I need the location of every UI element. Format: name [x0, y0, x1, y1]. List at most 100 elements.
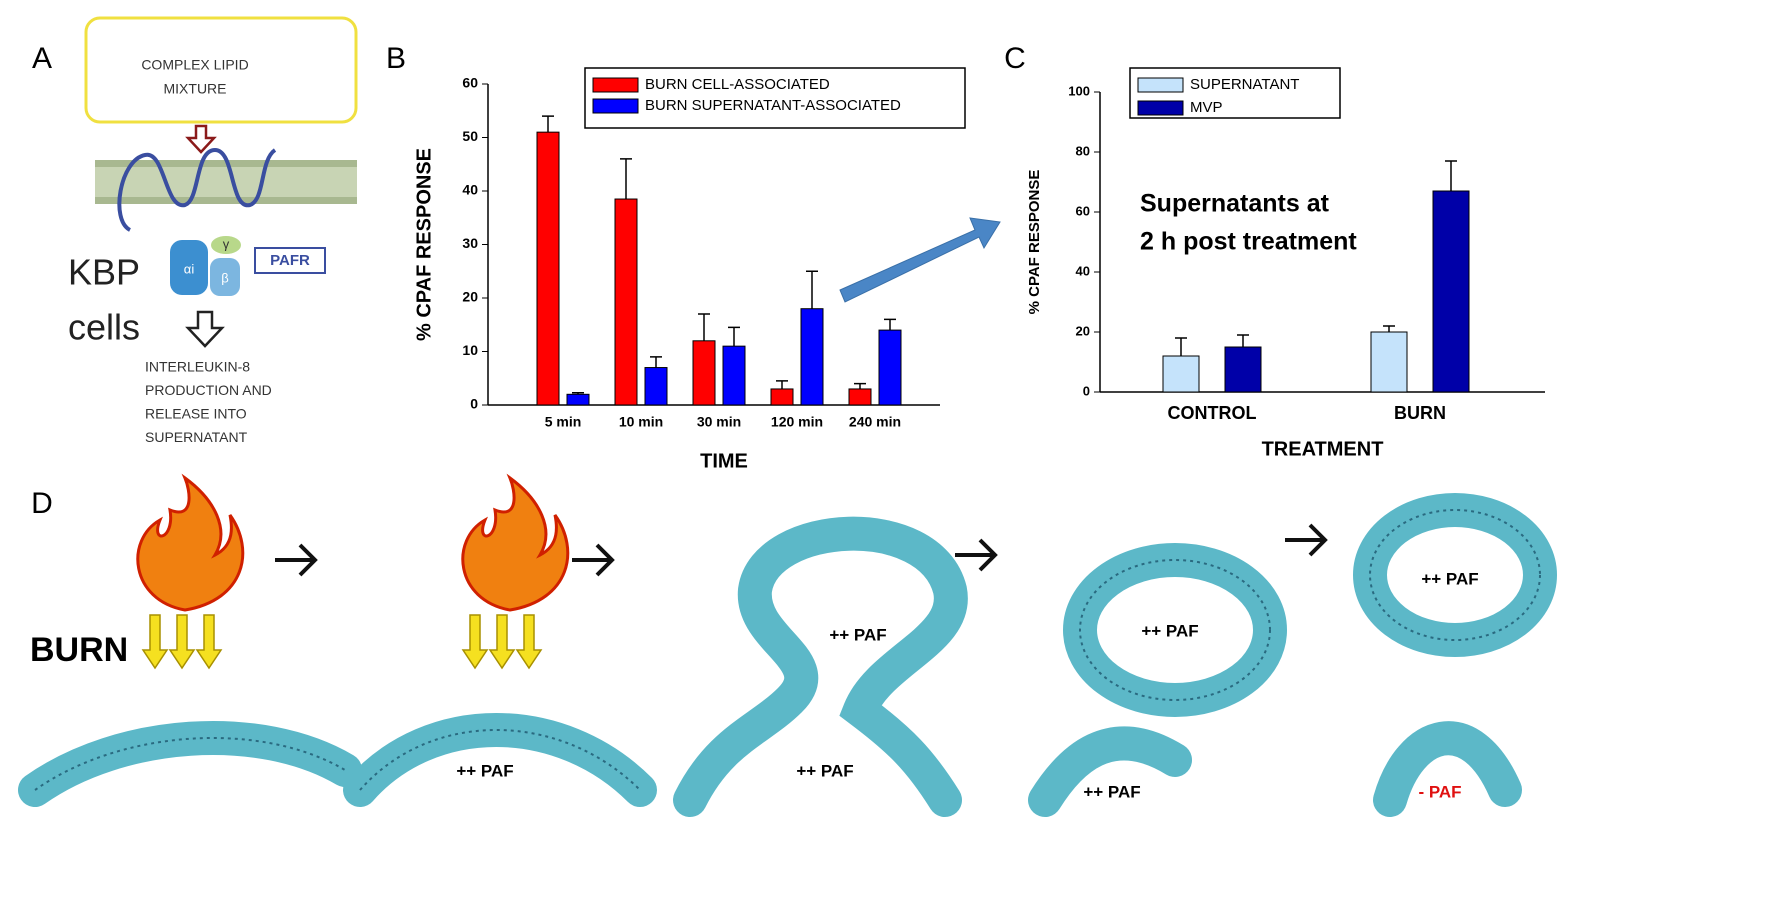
subunit-label: γ — [223, 236, 230, 251]
flame — [461, 473, 570, 612]
y-tick-label: 40 — [1076, 263, 1090, 278]
bar — [644, 367, 668, 406]
burn-label: BURN — [30, 631, 128, 669]
membrane — [95, 160, 357, 204]
legend-label: BURN CELL-ASSOCIATED — [645, 76, 830, 93]
error-bar — [572, 391, 584, 395]
y-tick-label: 20 — [462, 289, 478, 305]
step-arrows — [275, 523, 1328, 577]
pafr-box — [254, 247, 326, 274]
bar — [848, 388, 872, 406]
membranes — [18, 493, 1557, 817]
error-bar — [620, 158, 632, 200]
y-tick-label: 80 — [1076, 143, 1090, 158]
bar — [878, 329, 902, 406]
error-bar — [698, 313, 710, 341]
error-bar — [650, 356, 662, 368]
paf-low: - PAF — [1418, 782, 1461, 801]
arrow-down — [185, 124, 217, 154]
x-tick-label: 30 min — [697, 414, 741, 430]
y-tick-label: 20 — [1076, 323, 1090, 338]
y-axis-label: % CPAF RESPONSE — [413, 148, 435, 341]
panel-label: B — [386, 42, 406, 75]
paf-high: ++ PAF — [456, 761, 513, 780]
y-tick-label: 60 — [462, 75, 478, 91]
y-tick-label: 30 — [462, 235, 478, 251]
bar — [1370, 331, 1408, 393]
panel-a-art — [84, 16, 358, 348]
x-tick-label: 120 min — [771, 414, 823, 430]
heat-arrows — [141, 614, 543, 670]
g-beta — [210, 258, 240, 296]
bar — [692, 340, 716, 406]
bar — [566, 393, 590, 406]
x-axis-label: TREATMENT — [1262, 438, 1384, 460]
y-tick-label: 10 — [462, 342, 478, 358]
paf-high: ++ PAF — [1421, 569, 1478, 588]
y-tick-label: 50 — [462, 128, 478, 144]
y-tick-label: 60 — [1076, 203, 1090, 218]
subunit-label: αi — [184, 261, 195, 276]
error-bar — [1445, 160, 1457, 191]
y-tick-label: 0 — [1083, 383, 1090, 398]
bar — [770, 388, 794, 406]
bar — [1432, 190, 1470, 393]
bar — [1162, 355, 1200, 393]
legend-label: SUPERNATANT — [1190, 76, 1299, 93]
flame — [136, 473, 245, 612]
outcome-text: SUPERNATANT — [145, 429, 248, 445]
x-tick-label: BURN — [1394, 403, 1446, 423]
bar — [614, 198, 638, 406]
cell-label: KBP — [68, 252, 140, 293]
x-tick-label: CONTROL — [1168, 403, 1257, 423]
legend-swatch — [592, 77, 639, 93]
outcome-text: PRODUCTION AND — [145, 382, 272, 398]
receptor-label: PAFR — [270, 252, 310, 269]
paf-high: ++ PAF — [1141, 621, 1198, 640]
error-bar — [1383, 325, 1395, 332]
panel-label: C — [1004, 42, 1026, 75]
link-arrow — [839, 217, 1001, 303]
paf-high: ++ PAF — [1083, 782, 1140, 801]
x-tick-label: 240 min — [849, 414, 901, 430]
membrane-edge — [95, 197, 357, 204]
error-bar — [806, 270, 818, 309]
error-bar — [854, 382, 866, 389]
panel-d-art — [18, 473, 1557, 817]
error-bar — [884, 318, 896, 331]
arrow-down — [185, 310, 225, 348]
error-bar — [776, 380, 788, 389]
x-tick-label: 10 min — [619, 414, 663, 430]
legend-swatch — [1137, 77, 1184, 93]
outcome-text: INTERLEUKIN-8 — [145, 359, 250, 375]
receptor-chain — [117, 147, 277, 232]
g-alpha — [170, 240, 208, 295]
box-text: MIXTURE — [164, 81, 227, 97]
panel-label: A — [32, 42, 52, 75]
error-bar — [542, 115, 554, 133]
bar — [800, 308, 824, 406]
error-bar — [1237, 334, 1249, 347]
membrane-texture — [34, 509, 1541, 791]
bar — [536, 131, 560, 406]
legend-label: BURN SUPERNATANT-ASSOCIATED — [645, 97, 901, 114]
paf-high: ++ PAF — [796, 761, 853, 780]
legend-swatch — [1137, 100, 1184, 116]
legend-swatch — [592, 98, 639, 114]
error-bar — [1175, 337, 1187, 356]
x-axis-label: TIME — [700, 450, 748, 472]
panel-label: D — [31, 487, 53, 520]
x-tick-label: 5 min — [545, 414, 582, 430]
y-axis-label: % CPAF RESPONSE — [1026, 170, 1043, 315]
paf-high: ++ PAF — [829, 625, 886, 644]
outcome-text: RELEASE INTO — [145, 406, 247, 422]
legend-label: MVP — [1190, 99, 1223, 116]
annotation: Supernatants at — [1140, 190, 1330, 218]
bar — [1224, 346, 1262, 393]
bar — [722, 345, 746, 406]
cell-label: cells — [68, 307, 140, 348]
lipid-box — [84, 16, 358, 124]
y-tick-label: 100 — [1068, 83, 1090, 98]
y-tick-label: 40 — [462, 182, 478, 198]
